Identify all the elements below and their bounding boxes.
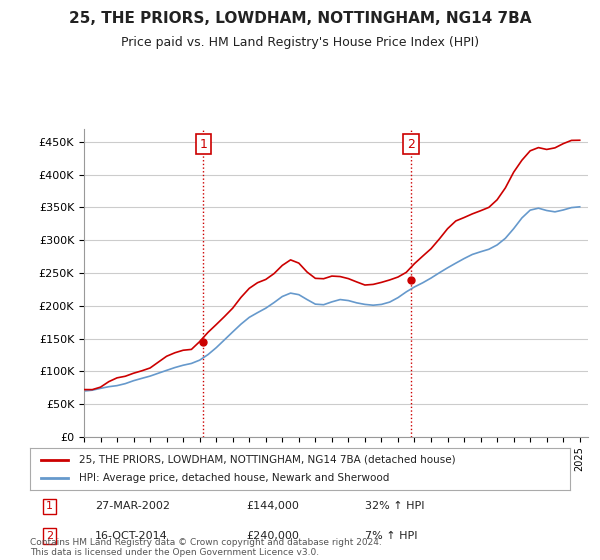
Text: 25, THE PRIORS, LOWDHAM, NOTTINGHAM, NG14 7BA: 25, THE PRIORS, LOWDHAM, NOTTINGHAM, NG1… (69, 11, 531, 26)
Text: 2: 2 (46, 531, 53, 541)
Text: 1: 1 (46, 501, 53, 511)
Text: 7% ↑ HPI: 7% ↑ HPI (365, 531, 418, 541)
Text: 16-OCT-2014: 16-OCT-2014 (95, 531, 167, 541)
Text: 27-MAR-2002: 27-MAR-2002 (95, 501, 170, 511)
Text: HPI: Average price, detached house, Newark and Sherwood: HPI: Average price, detached house, Newa… (79, 473, 389, 483)
Text: Contains HM Land Registry data © Crown copyright and database right 2024.
This d: Contains HM Land Registry data © Crown c… (30, 538, 382, 557)
Text: 32% ↑ HPI: 32% ↑ HPI (365, 501, 424, 511)
Text: £240,000: £240,000 (246, 531, 299, 541)
Text: 1: 1 (200, 138, 208, 151)
Text: Price paid vs. HM Land Registry's House Price Index (HPI): Price paid vs. HM Land Registry's House … (121, 36, 479, 49)
Text: £144,000: £144,000 (246, 501, 299, 511)
Text: 2: 2 (407, 138, 415, 151)
Text: 25, THE PRIORS, LOWDHAM, NOTTINGHAM, NG14 7BA (detached house): 25, THE PRIORS, LOWDHAM, NOTTINGHAM, NG1… (79, 455, 455, 465)
